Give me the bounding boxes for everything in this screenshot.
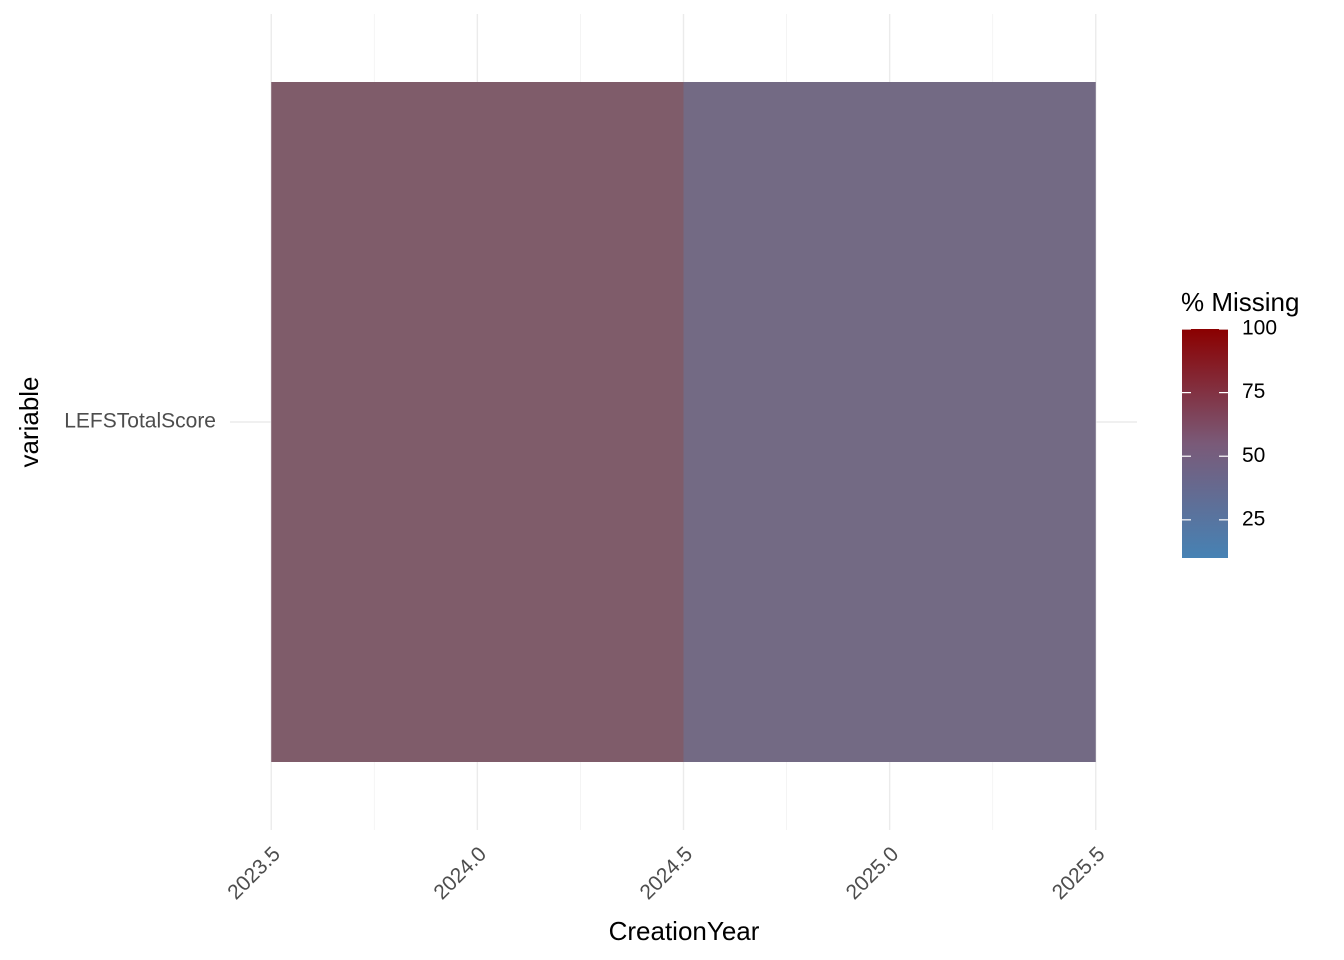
legend-tick-label: 50 bbox=[1242, 444, 1265, 467]
heatmap-cell bbox=[271, 82, 684, 762]
heatmap-cell bbox=[683, 82, 1096, 762]
y-tick-label: LEFSTotalScore bbox=[64, 410, 216, 433]
x-axis-title: CreationYear bbox=[609, 916, 760, 946]
color-legend: % Missing 25 50 75 100 bbox=[1181, 287, 1299, 558]
y-axis-title: variable bbox=[14, 376, 44, 467]
x-tick-label: 2024.0 bbox=[429, 842, 491, 904]
heatmap-cells bbox=[271, 82, 1096, 762]
legend-title: % Missing bbox=[1181, 287, 1299, 317]
x-tick-label: 2023.5 bbox=[223, 842, 285, 904]
legend-color-bar bbox=[1182, 329, 1228, 558]
x-tick-label: 2025.0 bbox=[842, 842, 904, 904]
x-tick-label: 2024.5 bbox=[636, 842, 698, 904]
x-axis-ticks: 2023.5 2024.0 2024.5 2025.0 2025.5 bbox=[223, 842, 1109, 904]
legend-tick-label: 25 bbox=[1242, 507, 1265, 530]
x-tick-label: 2025.5 bbox=[1048, 842, 1110, 904]
y-axis-ticks: LEFSTotalScore bbox=[64, 410, 216, 433]
legend-ticks: 25 50 75 100 bbox=[1182, 317, 1277, 530]
legend-tick-label: 75 bbox=[1242, 380, 1265, 403]
legend-tick-label: 100 bbox=[1242, 317, 1277, 340]
